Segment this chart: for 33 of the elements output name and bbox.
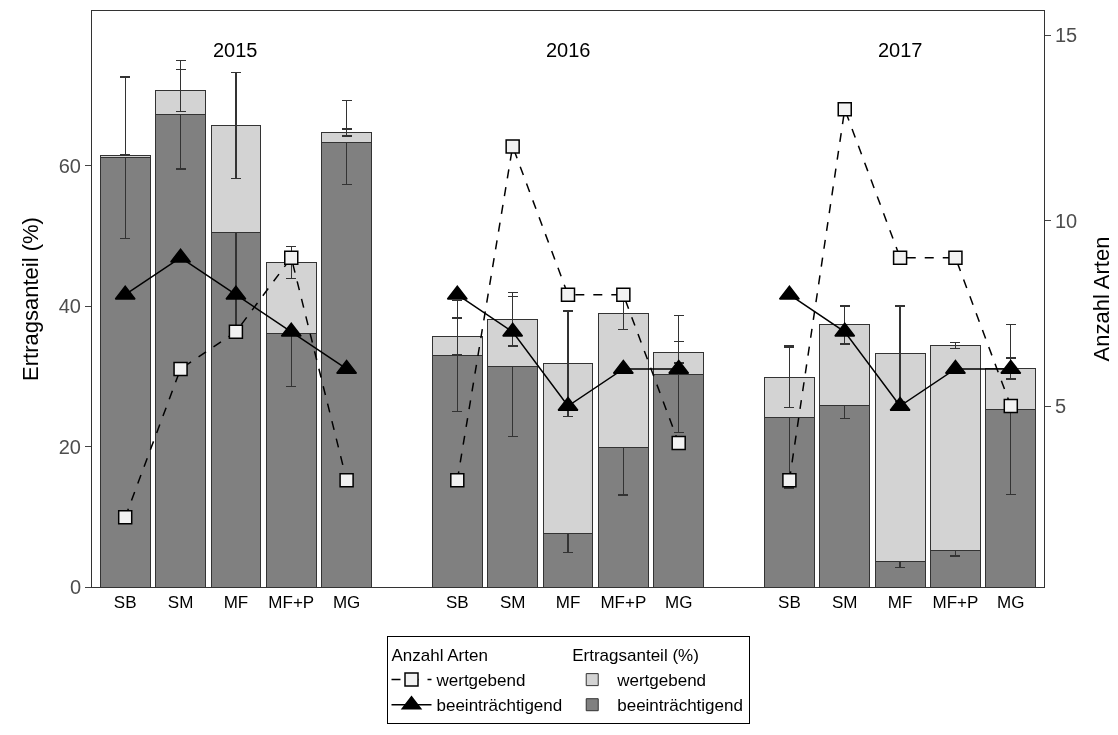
y-tick-label: 20 [58,435,81,458]
y2-tick-label: 5 [1055,395,1067,417]
x-tick-label: MF+P [932,593,979,613]
x-tick-label: MG [997,593,1025,613]
x-tick-label: MF+P [600,593,647,613]
text: Ertragsanteil (%) [572,646,699,666]
x-tick-label: SB [445,593,469,613]
legend-label: wertgebend [435,671,526,691]
x-tick-label: SM [499,593,526,613]
x-tick-label: MF [887,593,913,613]
y2-tick-label: 15 [1055,24,1078,47]
legend-label: beeinträchtigend [617,696,743,716]
x-tick-label: MG [665,593,693,613]
y2-tick-label: 10 [1055,209,1078,232]
annotation: 2015 [213,39,258,61]
x-tick-label: SB [778,593,801,613]
annotation: 2016 [546,39,591,61]
y-axis-title: Ertragsanteil (%) [18,217,43,381]
y-tick-label: 60 [58,154,81,177]
y-tick-label: 0 [69,576,81,598]
x-tick-label: MF [223,593,249,613]
legend-label: beeinträchtigend [436,696,563,716]
legend-label: wertgebend [616,671,707,691]
y2-axis-title: Anzahl Arten [1089,236,1114,362]
x-tick-label: MF [555,593,581,613]
x-tick-label: SB [113,593,137,613]
x-tick-label: SM [167,593,194,613]
x-tick-label: MG [332,593,361,613]
annotation: 2017 [878,39,923,61]
x-tick-label: SM [831,593,858,613]
y-tick-label: 40 [58,295,81,318]
text: Anzahl Arten [391,646,488,666]
x-tick-label: MF+P [268,593,315,613]
